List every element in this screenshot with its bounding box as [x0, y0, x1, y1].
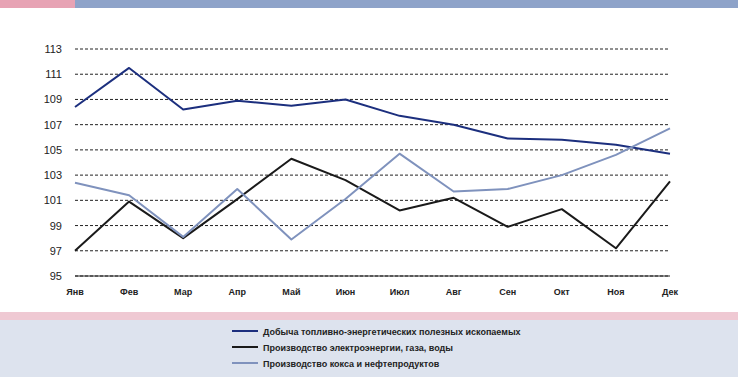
grid-line [75, 49, 670, 50]
legend-label: Производство кокса и нефтепродуктов [263, 359, 440, 369]
series-line [75, 68, 670, 154]
x-tick-label: Фев [120, 287, 139, 297]
x-tick-label: Мар [174, 287, 193, 297]
x-axis [75, 276, 670, 277]
x-tick-label: Ноя [607, 287, 624, 297]
y-tick-label: 111 [45, 68, 62, 80]
y-tick-label: 105 [44, 144, 62, 156]
x-tick-label: Дек [662, 287, 679, 297]
top-strip [75, 0, 738, 8]
grid-line [75, 74, 670, 75]
grid-line [75, 99, 670, 100]
grid-line [75, 250, 670, 251]
x-tick-label: Окт [554, 287, 571, 297]
grid-line [75, 124, 670, 125]
y-tick-label: 109 [44, 93, 62, 105]
x-tick-label: Сен [499, 287, 516, 297]
legend-swatch [232, 362, 258, 364]
x-tick-label: Июл [390, 287, 410, 297]
y-tick-label: 103 [44, 169, 62, 181]
x-tick-label: Май [282, 287, 300, 297]
legend-label: Добыча топливно-энергетических полезных … [263, 327, 521, 337]
y-axis [75, 49, 76, 276]
y-tick-label: 97 [50, 245, 62, 257]
y-tick-label: 101 [44, 194, 62, 206]
grid-line [75, 276, 670, 277]
top-strip [0, 0, 75, 8]
grid-line [75, 200, 670, 201]
legend-label: Производство электроэнергии, газа, воды [263, 343, 453, 353]
legend-band [0, 312, 738, 320]
series-line [75, 128, 670, 239]
plot-area [75, 68, 670, 251]
legend-swatch [232, 346, 258, 348]
series-line [75, 159, 670, 251]
grid-line [75, 149, 670, 150]
y-tick-label: 113 [44, 43, 62, 55]
legend-background [0, 320, 738, 377]
y-tick-label: 95 [50, 270, 62, 282]
x-tick-label: Авг [446, 287, 462, 297]
x-tick-label: Июн [336, 287, 356, 297]
y-tick-label: 99 [50, 220, 62, 232]
y-tick-label: 107 [44, 119, 62, 131]
chart: 95 97 99 101 103 105 107 109 111 113 Янв Фев Мар Апр М… [0, 0, 738, 377]
x-tick-label: Янв [66, 287, 84, 297]
legend-swatch [232, 330, 258, 332]
x-tick-label: Апр [229, 287, 247, 297]
